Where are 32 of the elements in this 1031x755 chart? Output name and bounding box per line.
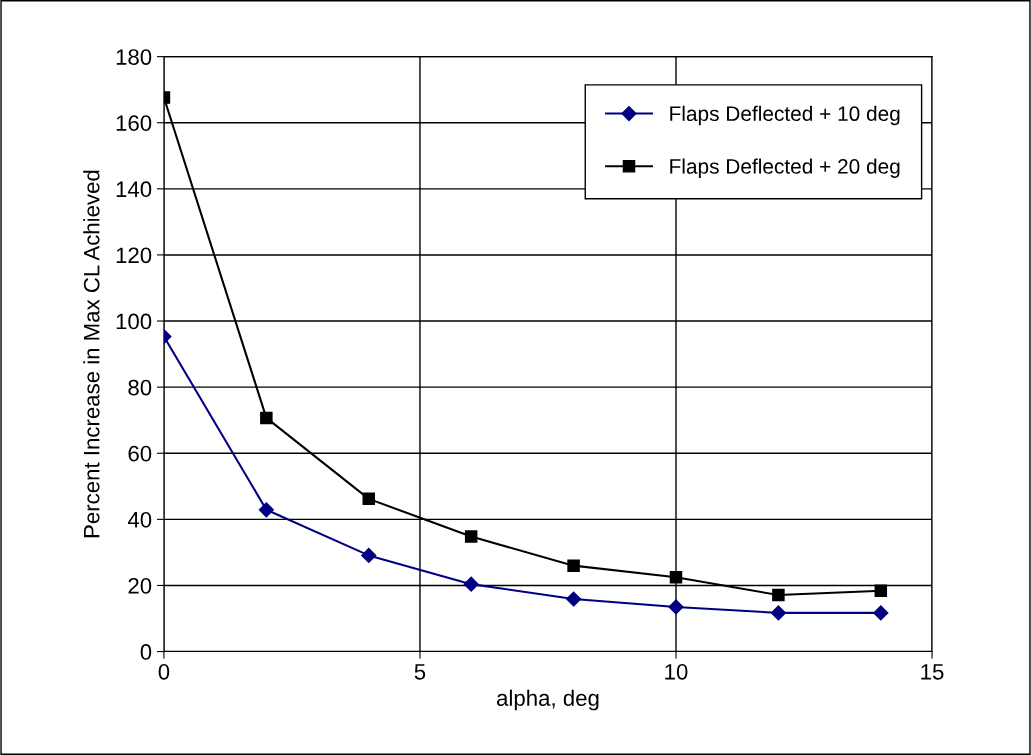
y-tick-label: 180 [116,49,152,65]
y-tick-label: 160 [116,115,152,131]
x-tick-label: 15 [921,664,944,680]
y-tick-label: 0 [140,644,152,660]
legend-label: Flaps Deflected + 10 deg [670,105,900,126]
x-tick-label: 10 [665,663,688,680]
point [873,605,889,621]
point [772,588,785,602]
point [260,411,273,425]
x-axis-title: alpha, deg [497,689,599,711]
point [361,547,377,563]
point [770,605,786,621]
y-tick-label: 60 [128,445,152,462]
legend-label: Flaps Deflected + 20 deg [670,158,900,178]
point [258,502,274,518]
point [668,599,684,615]
y-tick-label: 100 [116,313,152,330]
y-tick-label: 80 [128,379,152,396]
x-tick-label: 0 [158,663,170,680]
point [463,576,479,592]
point [566,591,582,607]
x-tick-label: 5 [414,664,426,680]
y-tick-label: 140 [116,181,152,198]
y-tick-label: 20 [128,578,152,594]
point [874,584,888,597]
point [669,570,683,584]
point [362,492,376,506]
point [567,559,580,572]
y-tick-label: 40 [127,511,152,528]
y-tick-label: 120 [116,247,152,264]
point [464,530,478,543]
y-axis-title: Percent Increase in Max CL Achieved [83,170,100,538]
